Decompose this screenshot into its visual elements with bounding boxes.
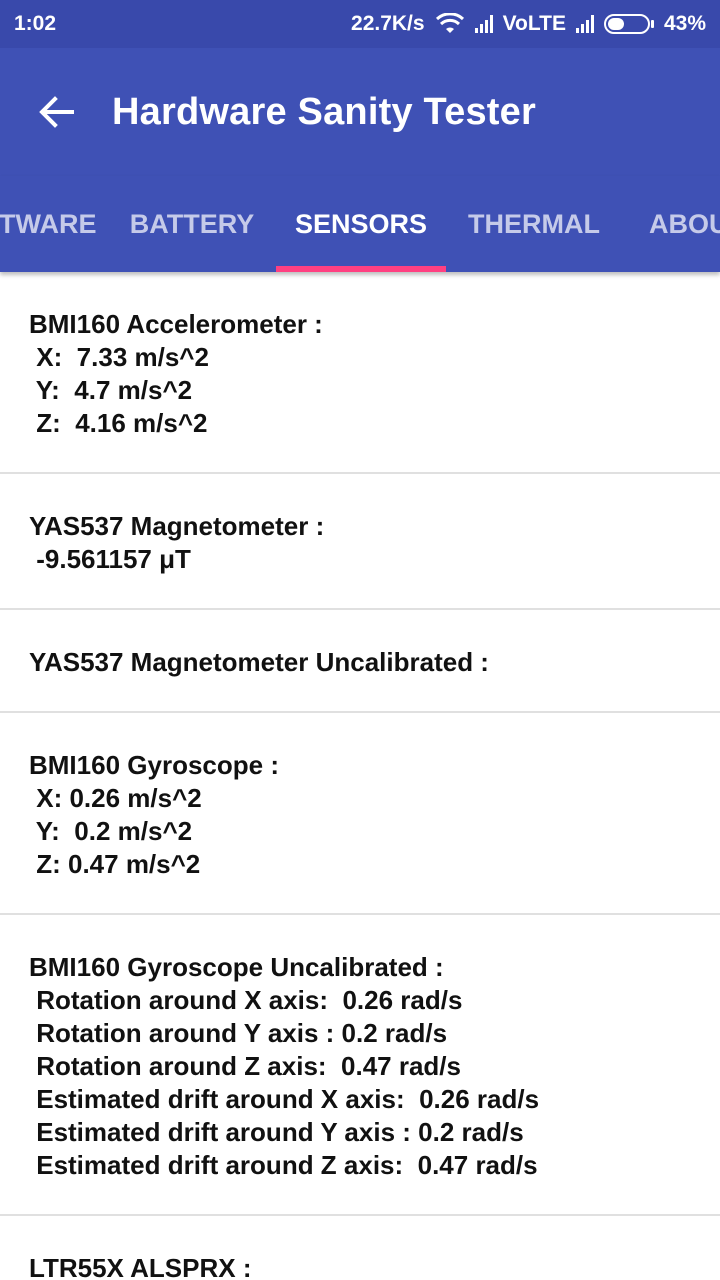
sensor-item-accelerometer: BMI160 Accelerometer : X: 7.33 m/s^2 Y: … xyxy=(0,272,720,474)
sensor-item-gyroscope: BMI160 Gyroscope : X: 0.26 m/s^2 Y: 0.2 … xyxy=(0,713,720,915)
tab-battery[interactable]: BATTERY xyxy=(129,208,255,239)
sensor-title: BMI160 Gyroscope : xyxy=(29,750,279,780)
sensor-value: X: 0.26 m/s^2 xyxy=(29,783,202,813)
status-icons: 22.7K/s VoLTE 43% xyxy=(351,12,706,36)
sensor-item-magnetometer-uncalibrated: YAS537 Magnetometer Uncalibrated : xyxy=(0,610,720,713)
arrow-left-icon xyxy=(39,96,74,128)
sensor-value: Rotation around Y axis : 0.2 rad/s xyxy=(29,1018,448,1048)
app-bar: Hardware Sanity Tester xyxy=(0,48,720,176)
status-time: 1:02 xyxy=(14,12,57,35)
sensor-value: Y: 4.7 m/s^2 xyxy=(29,375,193,405)
sensor-value: Rotation around Z axis: 0.47 rad/s xyxy=(29,1051,461,1081)
network-type: VoLTE xyxy=(502,12,566,35)
signal-icon xyxy=(474,15,493,33)
sensor-value: X: 7.33 m/s^2 xyxy=(29,342,209,372)
tab-software[interactable]: SOFTWARE xyxy=(0,208,97,239)
tab-thermal[interactable]: THERMAL xyxy=(468,208,600,239)
tab-indicator xyxy=(276,266,446,272)
sensor-item-light-proximity: LTR55X ALSPRX : xyxy=(0,1216,720,1280)
battery-percent: 43% xyxy=(663,12,706,35)
sensor-value: Estimated drift around Z axis: 0.47 rad/… xyxy=(29,1150,538,1180)
sensor-value: Z: 4.16 m/s^2 xyxy=(29,408,208,438)
signal-icon-2 xyxy=(575,15,594,33)
sensor-value: Rotation around X axis: 0.26 rad/s xyxy=(29,985,463,1015)
status-bar: 1:02 22.7K/s VoLTE 43% xyxy=(0,0,720,48)
app-title: Hardware Sanity Tester xyxy=(112,90,536,133)
tab-about[interactable]: ABOUT xyxy=(649,208,720,239)
wifi-icon xyxy=(435,13,464,33)
tab-bar: SOFTWARE BATTERY SENSORS THERMAL ABOUT xyxy=(0,176,720,272)
sensor-value: Estimated drift around Y axis : 0.2 rad/… xyxy=(29,1117,524,1147)
back-button[interactable] xyxy=(0,48,112,176)
battery-icon xyxy=(603,14,654,34)
tab-sensors[interactable]: SENSORS xyxy=(294,208,428,239)
sensor-value: Estimated drift around X axis: 0.26 rad/… xyxy=(29,1084,540,1114)
sensor-value: Y: 0.2 m/s^2 xyxy=(29,816,193,846)
network-speed: 22.7K/s xyxy=(351,12,425,35)
sensor-title: LTR55X ALSPRX : xyxy=(29,1253,252,1280)
sensor-list[interactable]: BMI160 Accelerometer : X: 7.33 m/s^2 Y: … xyxy=(0,272,720,1280)
sensor-value: -9.561157 μT xyxy=(29,544,191,574)
sensor-title: YAS537 Magnetometer : xyxy=(29,511,325,541)
sensor-title: BMI160 Gyroscope Uncalibrated : xyxy=(29,952,444,982)
sensor-item-magnetometer: YAS537 Magnetometer : -9.561157 μT xyxy=(0,474,720,610)
sensor-title: YAS537 Magnetometer Uncalibrated : xyxy=(29,647,489,677)
sensor-title: BMI160 Accelerometer : xyxy=(29,309,323,339)
sensor-item-gyroscope-uncalibrated: BMI160 Gyroscope Uncalibrated : Rotation… xyxy=(0,915,720,1216)
sensor-value: Z: 0.47 m/s^2 xyxy=(29,849,201,879)
